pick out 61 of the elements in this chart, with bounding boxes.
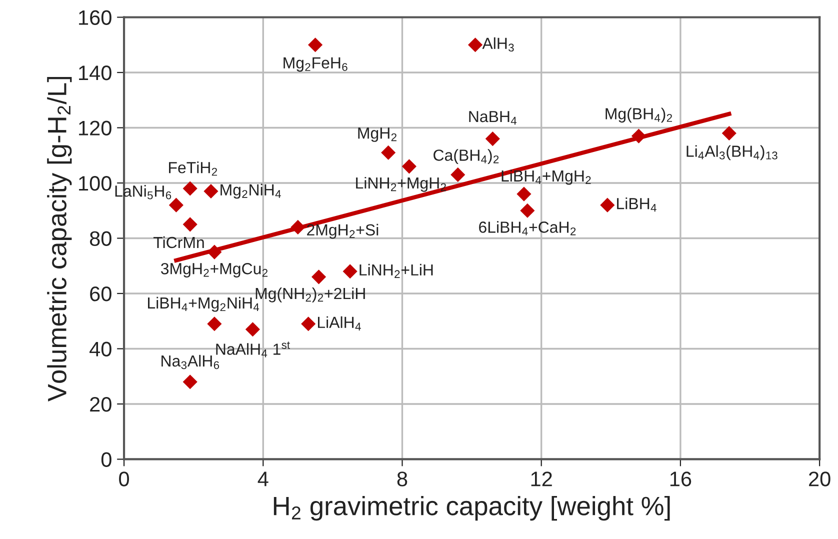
- point: [485, 132, 500, 146]
- y-axis-title: Volumetric capacity [g-H$_{2}$/L]: [47, 76, 72, 402]
- x-tick-label: 8: [397, 472, 408, 486]
- y-tick-label: 0: [101, 452, 112, 467]
- y-tick-label: 100: [79, 176, 112, 191]
- annotation: MgH$_{2}$: [358, 128, 396, 142]
- point: [245, 322, 260, 337]
- annotation: TiCrMn: [153, 236, 204, 248]
- point: [207, 244, 222, 260]
- annotation: Mg$_{2}$FeH$_{6}$: [284, 57, 348, 72]
- point: [182, 374, 198, 390]
- point: [342, 264, 358, 279]
- annotation: LiBH$_{4}$: [617, 198, 656, 212]
- point: [308, 38, 323, 52]
- point: [301, 316, 316, 332]
- x-axis-title: H$_{2}$ gravimetric capacity [weight %]: [274, 496, 670, 521]
- annotation: Mg(BH$_{4}$)$_{2}$: [606, 108, 672, 123]
- point: [182, 217, 198, 232]
- point: [402, 159, 416, 174]
- annotation: FeTiH$_{2}$: [169, 162, 218, 176]
- annotation: 3MgH$_{2}$+MgCu$_{2}$: [160, 263, 268, 278]
- point: [182, 181, 198, 196]
- y-tick-label: 40: [90, 342, 112, 356]
- annotation: Ca(BH$_{4}$)$_{2}$: [434, 149, 499, 164]
- point: [450, 167, 466, 182]
- x-tick-label: 12: [531, 472, 552, 486]
- annotation: LiBH$_{4}$+MgH$_{2}$: [502, 170, 591, 185]
- point: [722, 126, 736, 141]
- annotation: Na$_{3}$AlH$_{6}$: [162, 354, 220, 370]
- y-tick-label: 20: [90, 396, 112, 412]
- point: [468, 38, 483, 52]
- annotation: NaBH$_{4}$: [469, 111, 517, 125]
- y-tick-label: 120: [79, 120, 112, 136]
- point: [207, 316, 222, 332]
- point: [204, 184, 218, 199]
- point: [516, 186, 532, 202]
- annotation: AlH$_{3}$: [482, 37, 514, 52]
- annotation: LiAlH$_{4}$: [318, 316, 361, 330]
- point: [600, 198, 615, 212]
- x-tick-label: 20: [809, 472, 830, 486]
- annotation: NaAlH$_{4}$ 1$^{st}$: [216, 342, 290, 358]
- point: [381, 145, 396, 160]
- annotation: LiNH$_{2}$+LiH: [360, 264, 433, 278]
- point: [168, 198, 184, 212]
- point: [311, 270, 326, 284]
- x-tick-label: 4: [258, 472, 268, 486]
- point: [520, 203, 535, 218]
- x-tick-label: 0: [119, 472, 130, 486]
- annotation: LiNH$_{2}$+MgH$_{2}$: [356, 176, 446, 192]
- y-tick-label: 80: [90, 231, 112, 246]
- y-tick-label: 140: [79, 65, 112, 80]
- annotation: 6LiBH$_{4}$+CaH$_{2}$: [479, 221, 576, 236]
- y-tick-label: 60: [90, 286, 112, 302]
- x-tick-label: 16: [670, 472, 692, 486]
- point: [631, 128, 646, 144]
- annotation: Mg$_{2}$NiH$_{4}$: [220, 184, 281, 199]
- y-tick-label: 160: [79, 10, 112, 25]
- annotation: 2MgH$_{2}$+Si: [307, 224, 378, 239]
- point: [290, 220, 306, 234]
- annotation: Li$_{4}$Al$_{3}$(BH$_{4}$)$_{13}$: [686, 145, 778, 160]
- annotation: Mg(NH$_{2}$)$_{2}$+2LiH: [256, 287, 365, 302]
